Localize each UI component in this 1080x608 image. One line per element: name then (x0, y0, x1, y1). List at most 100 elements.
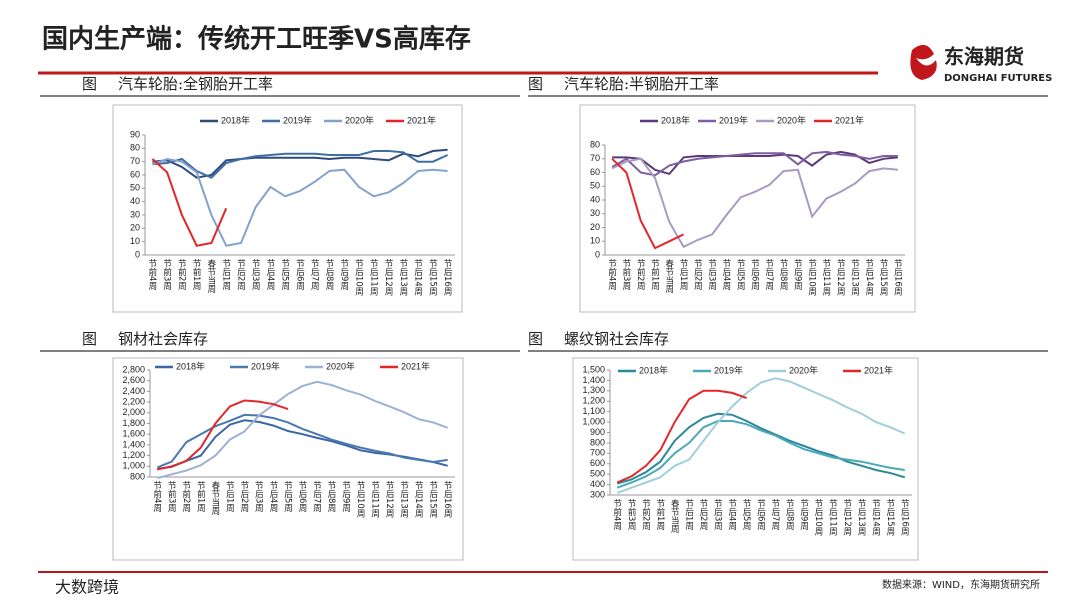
y-tick-label: 1,300 (582, 385, 605, 395)
x-tick-label: 节后16周 (442, 259, 452, 296)
series-line (157, 399, 289, 471)
y-tick-label: 1,000 (582, 416, 605, 426)
y-tick-label: 1,400 (582, 375, 605, 385)
y-tick-label: 0 (595, 249, 600, 259)
x-tick-label: 节后5周 (735, 259, 745, 291)
y-tick-label: 1,600 (122, 429, 145, 439)
y-tick-label: 300 (590, 489, 605, 499)
legend-label: 2019年 (251, 360, 280, 371)
y-tick-label: 1,500 (582, 364, 605, 374)
x-tick-label: 节后4周 (265, 259, 275, 291)
x-tick-label: 节后12周 (384, 481, 394, 518)
x-tick-label: 节后12周 (835, 259, 845, 296)
y-tick-label: 40 (130, 196, 140, 206)
x-tick-label: 节后10周 (807, 259, 817, 296)
x-tick-label: 节后10周 (813, 499, 823, 536)
x-tick-label: 节后9周 (792, 259, 802, 291)
x-tick-label: 节后9周 (799, 499, 809, 531)
x-tick-label: 节后2周 (698, 499, 708, 531)
y-tick-label: 90 (130, 129, 140, 139)
watermark: 大数跨境 (55, 578, 119, 597)
x-tick-label: 节后6周 (297, 481, 307, 513)
x-tick-label: 节后13周 (850, 259, 860, 296)
x-tick-label: 节前2周 (176, 259, 186, 291)
x-tick-label: 节后16周 (899, 499, 909, 536)
series-line (616, 377, 906, 494)
y-tick-label: 80 (590, 139, 600, 149)
logo-icon (910, 44, 937, 80)
legend-label: 2018年 (639, 364, 668, 375)
legend-label: 2020年 (777, 114, 806, 125)
figure-caption: 汽车轮胎:全钢胎开工率 (118, 75, 273, 93)
figure-caption: 汽车轮胎:半钢胎开工率 (564, 75, 719, 93)
x-tick-label: 节后13周 (399, 481, 409, 518)
x-tick-label: 节后6周 (750, 259, 760, 291)
y-tick-label: 800 (130, 471, 145, 481)
x-tick-label: 节后15周 (885, 499, 895, 536)
x-tick-label: 节前1周 (650, 259, 660, 291)
y-tick-label: 400 (590, 479, 605, 489)
y-tick-label: 2,200 (122, 396, 145, 406)
x-tick-label: 节后13周 (398, 259, 408, 296)
chart-frame (572, 357, 919, 561)
x-tick-label: 节后12周 (383, 259, 393, 296)
x-tick-label: 节后10周 (355, 481, 365, 518)
y-tick-label: 70 (590, 153, 600, 163)
x-tick-label: 节后5周 (741, 499, 751, 531)
y-tick-label: 60 (590, 167, 600, 177)
x-tick-label: 节前3周 (621, 259, 631, 291)
legend-label: 2021年 (835, 114, 864, 125)
figure-caption: 钢材社会库存 (118, 330, 208, 348)
x-tick-label: 节后14周 (413, 481, 423, 518)
y-tick-label: 10 (130, 236, 140, 246)
x-tick-label: 节后9周 (339, 259, 349, 291)
x-tick-label: 节后15周 (878, 259, 888, 296)
legend-label: 2021年 (401, 360, 430, 371)
figure-caption: 螺纹钢社会库存 (564, 330, 669, 348)
x-tick-label: 节后1周 (684, 499, 694, 531)
series-line (152, 150, 449, 179)
legend-label: 2018年 (221, 114, 250, 125)
y-tick-label: 0 (135, 249, 140, 259)
y-tick-label: 1,400 (122, 439, 145, 449)
series-line (152, 157, 448, 247)
x-tick-label: 节前2周 (181, 481, 191, 513)
x-tick-label: 节后14周 (864, 259, 874, 296)
logo-en: DONGHAI FUTURES (944, 73, 1052, 84)
y-tick-label: 20 (590, 222, 600, 232)
legend-label: 2020年 (345, 114, 374, 125)
x-tick-label: 节后2周 (692, 259, 702, 291)
legend-label: 2019年 (714, 364, 743, 375)
y-tick-label: 60 (130, 169, 140, 179)
series-line (611, 150, 898, 177)
x-tick-label: 节后4周 (721, 259, 731, 291)
legend-label: 2020年 (326, 360, 355, 371)
x-tick-label: 春节当周 (206, 258, 216, 294)
series-line (616, 412, 906, 485)
x-tick-label: 节前4周 (612, 499, 622, 531)
x-tick-label: 节后5周 (280, 259, 290, 291)
x-tick-label: 节前2周 (640, 499, 650, 531)
series-line (611, 157, 898, 249)
x-tick-label: 节后15周 (428, 481, 438, 518)
x-tick-label: 春节当周 (664, 258, 674, 294)
chart-frame (112, 357, 464, 561)
y-tick-label: 1,200 (122, 450, 145, 460)
x-tick-label: 节后6周 (295, 259, 305, 291)
chart-frame (112, 104, 463, 313)
x-tick-label: 节后14周 (413, 259, 423, 296)
x-tick-label: 节后3周 (253, 481, 263, 513)
x-tick-label: 节前3周 (626, 499, 636, 531)
series-line (616, 420, 905, 489)
x-tick-label: 节后1周 (678, 259, 688, 291)
y-tick-label: 2,000 (122, 407, 145, 417)
x-tick-label: 节前1周 (195, 481, 205, 513)
y-tick-label: 80 (130, 143, 140, 153)
x-tick-label: 节前4周 (152, 481, 162, 513)
y-tick-label: 1,800 (122, 418, 145, 428)
x-tick-label: 节后11周 (368, 259, 378, 296)
y-tick-label: 20 (130, 223, 140, 233)
y-tick-label: 900 (590, 427, 605, 437)
y-tick-label: 40 (590, 194, 600, 204)
